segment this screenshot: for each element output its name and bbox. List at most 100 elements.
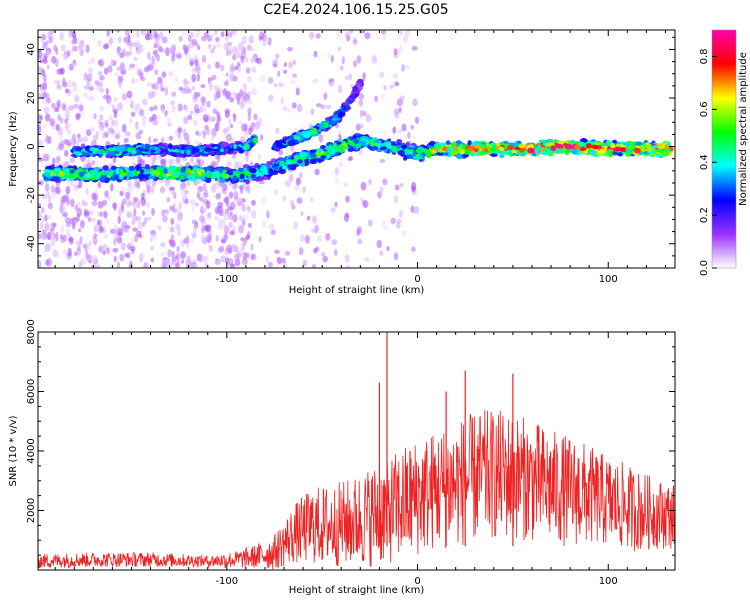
noise-blob	[241, 258, 248, 266]
noise-blob	[87, 246, 91, 251]
trace-blob	[455, 153, 463, 160]
trace-blob	[204, 177, 212, 184]
noise-blob	[227, 206, 233, 211]
noise-blob	[179, 104, 183, 111]
noise-blob	[412, 98, 418, 107]
noise-blob	[38, 49, 43, 59]
noise-blob	[411, 45, 418, 51]
noise-blob	[185, 235, 190, 244]
noise-blob	[270, 229, 276, 235]
noise-blob	[97, 181, 102, 189]
noise-blob	[358, 99, 364, 107]
noise-blob	[214, 61, 220, 69]
noise-blob	[240, 237, 245, 242]
noise-blob	[359, 30, 366, 34]
noise-blob	[39, 221, 44, 230]
noise-blob	[233, 190, 239, 200]
noise-blob	[167, 249, 172, 258]
noise-blob	[311, 228, 316, 233]
noise-blob	[156, 225, 162, 231]
noise-blob	[407, 131, 411, 140]
noise-blob	[123, 131, 128, 137]
trace-blob	[406, 154, 414, 158]
noise-blob	[68, 30, 73, 39]
noise-blob	[291, 102, 297, 109]
trace-blob	[605, 140, 611, 145]
noise-blob	[154, 68, 159, 76]
noise-blob	[205, 212, 211, 221]
noise-blob	[186, 180, 191, 187]
trace-blob	[281, 165, 288, 170]
trace-blob	[173, 171, 180, 177]
trace-blob	[463, 149, 471, 155]
noise-blob	[68, 237, 74, 243]
noise-blob	[61, 103, 67, 111]
noise-blob	[251, 209, 257, 219]
trace-blob	[257, 177, 264, 182]
trace-blob	[185, 167, 192, 174]
noise-blob	[215, 234, 219, 242]
trace-blob	[427, 144, 433, 149]
noise-blob	[228, 191, 234, 199]
trace-blob	[589, 150, 597, 156]
noise-blob	[203, 255, 208, 263]
trace-blob	[473, 140, 481, 146]
noise-blob	[122, 123, 127, 133]
noise-blob	[225, 78, 229, 87]
noise-blob	[222, 223, 227, 230]
noise-blob	[175, 53, 181, 59]
noise-blob	[104, 190, 109, 198]
noise-blob	[343, 213, 349, 223]
noise-blob	[326, 52, 330, 59]
trace-blob	[163, 168, 168, 175]
noise-blob	[172, 254, 176, 263]
noise-blob	[195, 263, 199, 268]
noise-blob	[349, 30, 354, 34]
noise-blob	[191, 86, 196, 91]
noise-blob	[38, 260, 42, 268]
noise-blob	[193, 225, 197, 234]
noise-blob	[154, 37, 161, 42]
noise-blob	[128, 262, 134, 268]
noise-blob	[52, 232, 56, 240]
noise-blob	[50, 185, 55, 193]
trace-blob	[299, 151, 308, 158]
noise-blob	[103, 233, 109, 239]
noise-blob	[287, 47, 293, 52]
noise-blob	[220, 244, 225, 253]
noise-blob	[335, 177, 339, 185]
noise-blob	[192, 91, 199, 101]
noise-blob	[40, 87, 44, 96]
noise-blob	[189, 60, 194, 67]
noise-blob	[146, 82, 153, 87]
noise-blob	[308, 31, 315, 40]
noise-blob	[120, 51, 125, 58]
trace-blob	[53, 170, 60, 175]
noise-blob	[268, 94, 274, 102]
noise-blob	[94, 80, 100, 86]
noise-blob	[169, 205, 175, 211]
chart-title: C2E4.2024.106.15.25.G05	[263, 2, 448, 18]
noise-blob	[70, 198, 75, 208]
noise-blob	[246, 127, 250, 136]
noise-blob	[102, 44, 109, 50]
noise-blob	[113, 108, 119, 115]
noise-blob	[398, 106, 402, 113]
noise-blob	[183, 116, 189, 125]
noise-blob	[233, 245, 239, 253]
noise-blob	[116, 66, 122, 71]
noise-blob	[242, 96, 248, 102]
noise-blob	[125, 50, 131, 57]
noise-blob	[147, 51, 151, 60]
noise-blob	[46, 64, 50, 70]
trace-blob	[239, 173, 245, 180]
noise-blob	[313, 247, 318, 254]
noise-blob	[201, 225, 205, 234]
trace-blob	[412, 152, 417, 157]
noise-blob	[186, 88, 192, 94]
noise-blob	[317, 235, 322, 243]
noise-blob	[64, 122, 71, 129]
noise-blob	[119, 253, 125, 262]
trace-blob	[533, 147, 540, 154]
noise-blob	[214, 215, 219, 222]
